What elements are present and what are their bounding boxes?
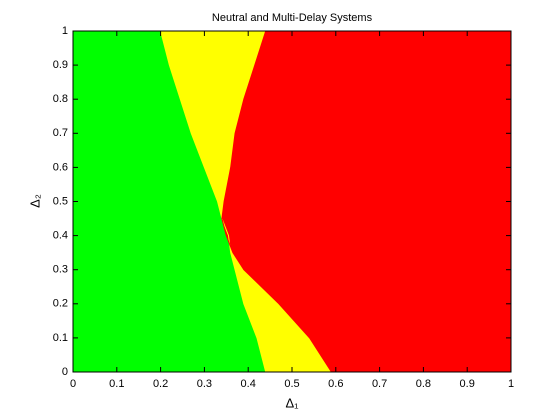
region bbox=[160, 31, 332, 372]
x-tick-label: 0.9 bbox=[460, 378, 475, 390]
x-tick-label: 0.8 bbox=[416, 378, 431, 390]
x-tick-label: 0.6 bbox=[328, 378, 343, 390]
region bbox=[73, 31, 266, 372]
y-axis-label: Δ₂ bbox=[27, 194, 42, 208]
y-tick-label: 0.1 bbox=[53, 332, 68, 344]
x-tick-label: 0.1 bbox=[109, 378, 124, 390]
y-tick-label: 0.7 bbox=[53, 127, 68, 139]
y-tick-label: 0.8 bbox=[53, 93, 68, 105]
x-tick-label: 0.5 bbox=[284, 378, 299, 390]
x-axis-label: Δ₁ bbox=[285, 395, 299, 410]
x-tick-label: 0.4 bbox=[241, 378, 256, 390]
y-tick-label: 0 bbox=[62, 366, 68, 378]
y-tick-label: 0.3 bbox=[53, 264, 68, 276]
boundary bbox=[221, 30, 332, 373]
region bbox=[221, 31, 512, 372]
chart-title: Neutral and Multi-Delay Systems bbox=[212, 12, 373, 24]
x-tick-label: 0.7 bbox=[372, 378, 387, 390]
y-tick-label: 0.2 bbox=[53, 298, 68, 310]
y-tick-label: 1 bbox=[62, 25, 68, 37]
y-tick-label: 0.5 bbox=[53, 195, 68, 207]
y-tick-label: 0.4 bbox=[53, 230, 68, 242]
y-tick-label: 0.9 bbox=[53, 59, 68, 71]
x-tick-label: 0.2 bbox=[153, 378, 168, 390]
y-tick-label: 0.6 bbox=[53, 161, 68, 173]
x-tick-label: 0.3 bbox=[197, 378, 212, 390]
x-tick-label: 0 bbox=[70, 378, 76, 390]
x-tick-label: 1 bbox=[508, 378, 514, 390]
